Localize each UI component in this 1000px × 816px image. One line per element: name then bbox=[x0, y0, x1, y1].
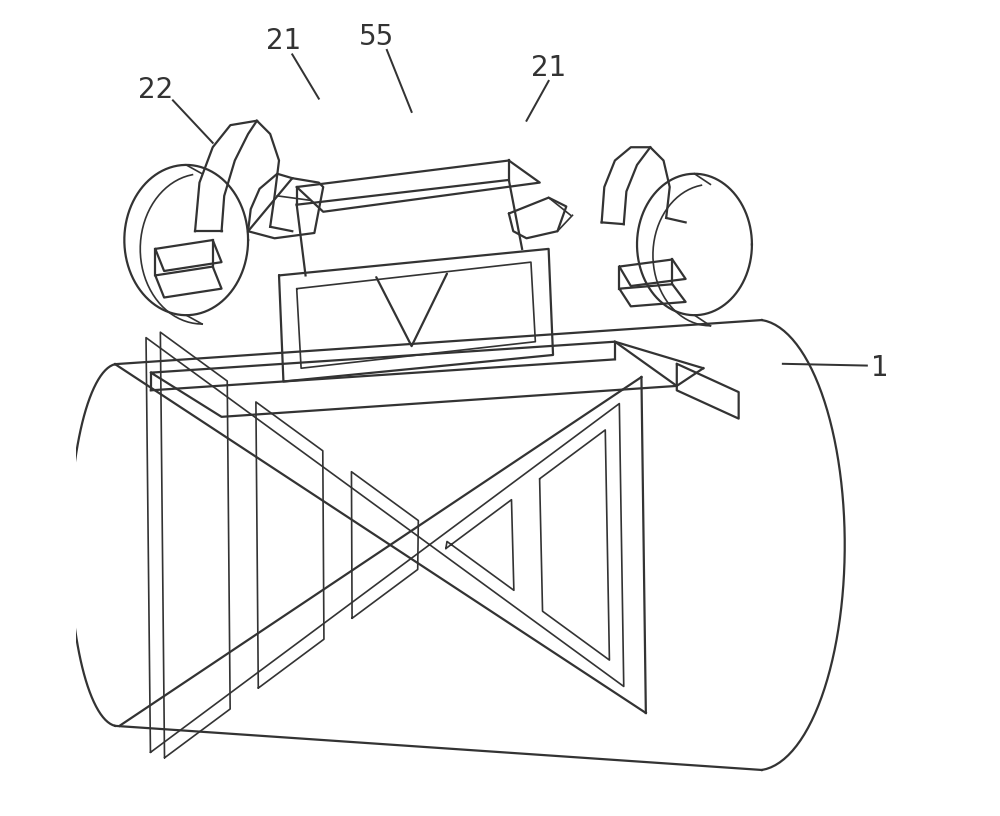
Text: 21: 21 bbox=[531, 54, 566, 82]
Text: 55: 55 bbox=[359, 23, 394, 51]
Text: 21: 21 bbox=[266, 27, 301, 55]
Text: 1: 1 bbox=[871, 354, 889, 382]
Text: 22: 22 bbox=[138, 76, 173, 104]
